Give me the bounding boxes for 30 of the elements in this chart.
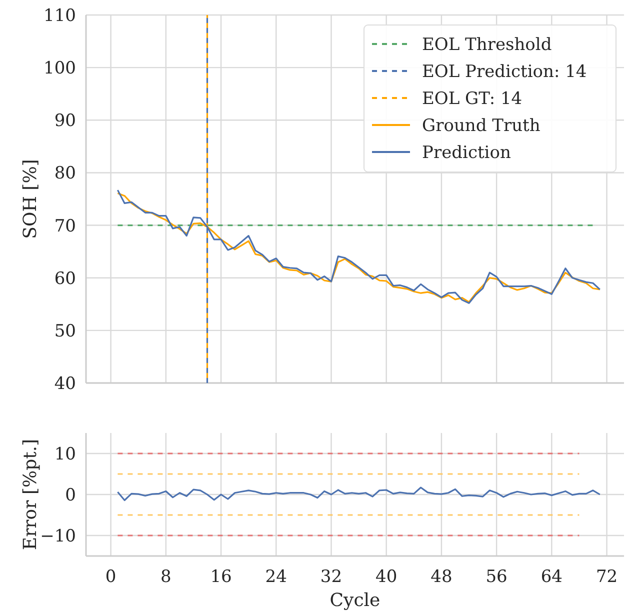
x-tick-label: 64	[540, 567, 562, 587]
line-series	[116, 486, 601, 502]
x-tick-label: 24	[265, 567, 287, 587]
legend-label: EOL GT: 14	[422, 89, 522, 109]
x-tick-label: 40	[376, 567, 398, 587]
y-tick-label: −10	[40, 526, 76, 546]
y-tick-label: 50	[54, 321, 76, 342]
x-tick-label: 32	[320, 567, 342, 587]
x-tick-label: 72	[596, 567, 618, 587]
y-tick-label: 0	[65, 486, 76, 506]
x-axis-title: Cycle	[330, 590, 380, 611]
y-tick-label: 10	[54, 444, 76, 464]
legend-label: EOL Threshold	[422, 35, 552, 55]
y-tick-label: 80	[54, 164, 76, 184]
y-axis-title: Error [%pt.]	[20, 438, 41, 550]
legend-label: Prediction	[422, 143, 511, 163]
x-tick-label: 8	[160, 567, 172, 587]
y-tick-label: 100	[44, 58, 76, 79]
legend-label: Ground Truth	[422, 116, 540, 136]
y-tick-label: 60	[54, 268, 76, 289]
x-tick-label: 16	[210, 567, 232, 587]
y-tick-label: 110	[44, 6, 76, 26]
y-tick-label: 90	[54, 111, 76, 132]
y-tick-label: 70	[54, 216, 76, 236]
x-tick-label: 48	[430, 567, 452, 587]
x-tick-label: 0	[105, 567, 116, 587]
y-axis-title: SOH [%]	[20, 159, 41, 239]
x-tick-label: 56	[486, 567, 508, 587]
legend-label: EOL Prediction: 14	[422, 62, 587, 82]
y-tick-label: 40	[54, 374, 76, 394]
